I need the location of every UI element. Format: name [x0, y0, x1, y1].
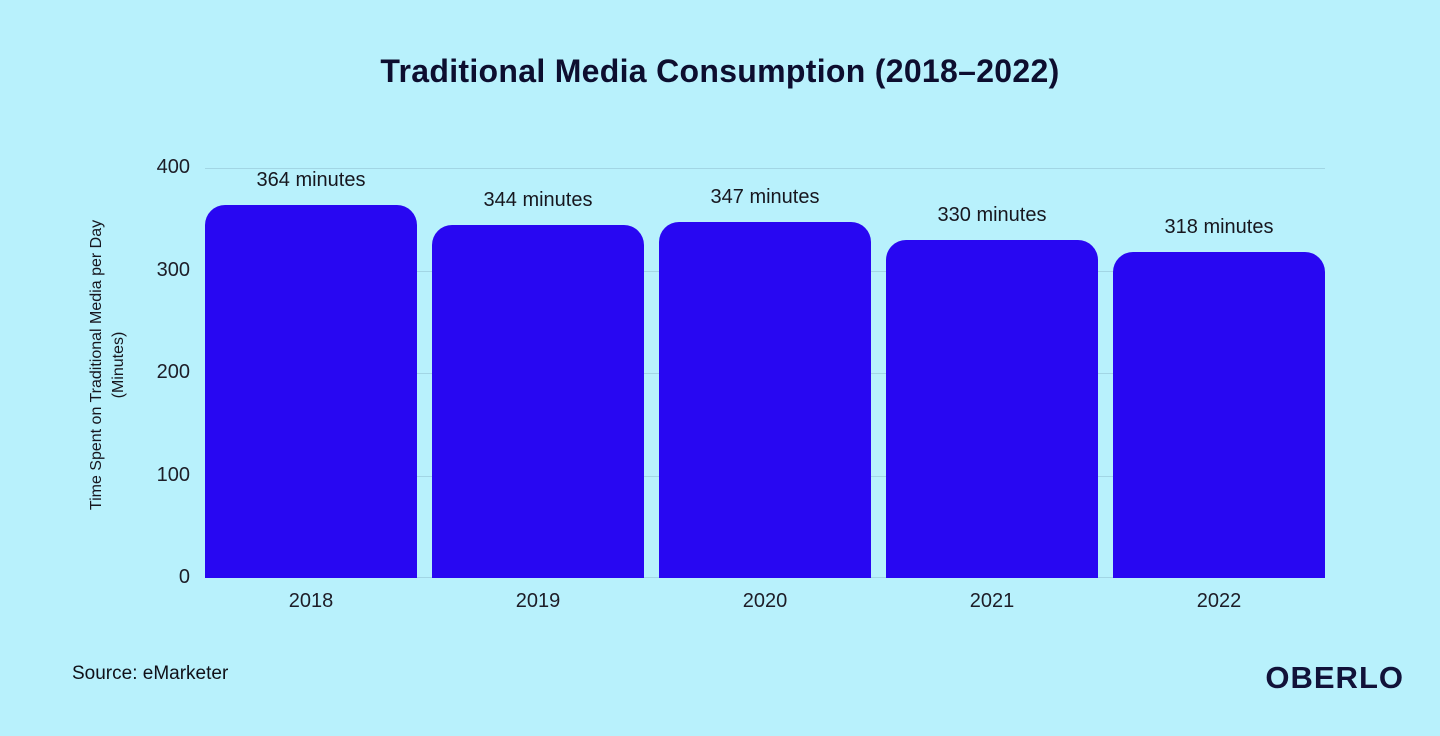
bar-2021	[886, 240, 1098, 578]
bar-2022	[1113, 252, 1325, 578]
source-note: Source: eMarketer	[72, 663, 229, 684]
y-tick-label-400: 400	[156, 156, 190, 178]
x-tick-label-2020: 2020	[742, 590, 788, 612]
gridline-y400	[205, 168, 1325, 169]
bar-value-label-2021: 330 minutes	[937, 204, 1047, 226]
x-tick-label-2022: 2022	[1196, 590, 1242, 612]
bar-value-label-2018: 364 minutes	[256, 169, 366, 191]
bar-value-label-2020: 347 minutes	[710, 186, 820, 208]
bar-2018	[205, 205, 417, 578]
x-tick-label-2018: 2018	[288, 590, 334, 612]
bar-2019	[432, 225, 644, 578]
chart-title: Traditional Media Consumption (2018–2022…	[380, 53, 1060, 89]
bar-value-label-2022: 318 minutes	[1164, 216, 1274, 238]
plot-area: 0 100 200 300 400 364 minutes 2018 344 minutes 2…	[157, 156, 1325, 612]
bar-value-label-2019: 344 minutes	[483, 189, 593, 211]
y-tick-label-100: 100	[156, 464, 190, 486]
y-tick-label-300: 300	[156, 259, 190, 281]
oberlo-logo: OBERLO	[1265, 660, 1404, 695]
y-axis-label-line1: Time Spent on Traditional Media per Day	[88, 219, 105, 511]
y-tick-label-0: 0	[178, 566, 190, 588]
y-tick-label-200: 200	[156, 361, 190, 383]
bar-2020	[659, 222, 871, 578]
x-tick-label-2019: 2019	[515, 590, 561, 612]
x-tick-label-2021: 2021	[969, 590, 1015, 612]
